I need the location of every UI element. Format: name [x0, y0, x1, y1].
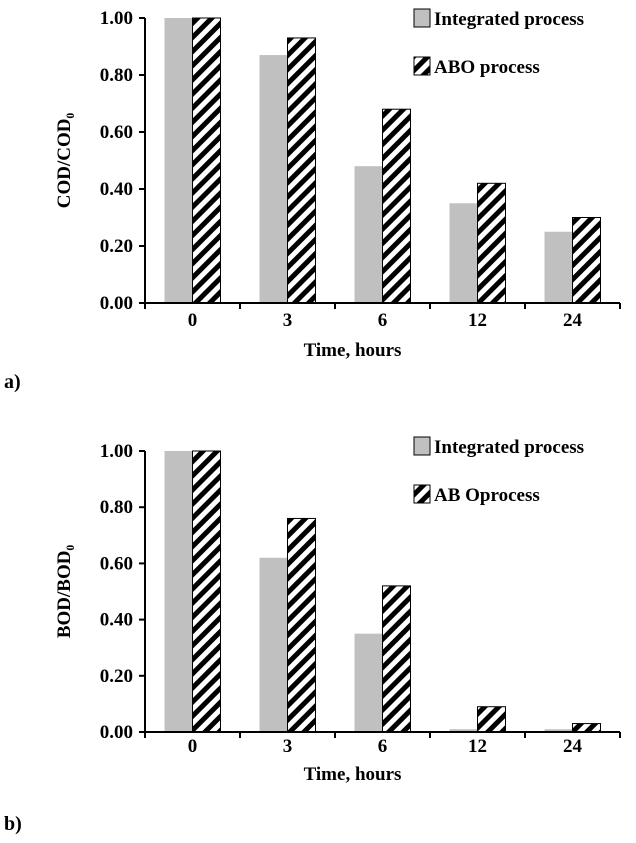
x-axis-title: Time, hours: [304, 764, 402, 785]
x-tick-label: 0: [188, 310, 198, 331]
legend-label-integrated: Integrated process: [434, 437, 584, 458]
x-tick-label: 3: [283, 736, 293, 757]
x-tick-label: 24: [563, 736, 583, 757]
bar-integrated-3: [259, 557, 288, 732]
bar-abo-6: [382, 585, 411, 733]
y-tick-label: 0.80: [100, 497, 133, 518]
bar-abo-0: [192, 17, 221, 304]
y-tick-label: 0.60: [100, 122, 133, 143]
bar-abo-12: [477, 182, 506, 304]
chart-panel-a: 0.00 0.20 0.40 0.60 0.80 1.00 0 3 6 12 24 Time, hou…: [4, 8, 621, 393]
y-tick-label: 0.40: [100, 610, 133, 631]
chart-panel-b: 0.00 0.20 0.40 0.60 0.80 1.00 0 3 6 12 24 Time, hou…: [4, 436, 621, 835]
bar-abo-3: [287, 517, 316, 733]
legend-swatch-abo: [413, 56, 431, 76]
x-tick-label: 6: [378, 310, 388, 331]
bar-integrated-6: [354, 166, 383, 303]
bar-integrated-24: [544, 231, 573, 303]
x-tick-label: 24: [563, 310, 583, 331]
y-tick-label: 0.20: [100, 236, 133, 257]
bar-integrated-0: [164, 18, 193, 303]
x-tick-label: 0: [188, 736, 198, 757]
y-tick-label: 0.60: [100, 553, 133, 574]
panel-label: b): [4, 813, 22, 835]
bar-integrated-0: [164, 451, 193, 732]
y-tick-label: 0.00: [100, 293, 133, 314]
bar-abo-0: [192, 450, 221, 733]
y-tick-label: 0.20: [100, 666, 133, 687]
legend-swatch-integrated: [413, 8, 431, 28]
y-axis-title: COD/COD₀: [54, 112, 75, 208]
bar-integrated-12: [449, 203, 478, 303]
legend-label-integrated: Integrated process: [434, 9, 584, 30]
y-tick-label: 0.00: [100, 722, 133, 743]
legend-label-abo: AB Oprocess: [434, 485, 540, 506]
bar-integrated-24: [544, 729, 573, 732]
x-tick-label: 3: [283, 310, 293, 331]
bar-abo-3: [287, 37, 316, 304]
x-tick-label: 12: [468, 736, 487, 757]
y-tick-label: 0.80: [100, 65, 133, 86]
legend-swatch-integrated: [413, 436, 431, 456]
y-tick-label: 1.00: [100, 441, 133, 462]
y-tick-label: 0.40: [100, 179, 133, 200]
x-tick-label: 6: [378, 736, 388, 757]
bar-abo-6: [382, 108, 411, 304]
bar-abo-12: [477, 706, 506, 733]
bar-integrated-6: [354, 633, 383, 732]
x-axis-title: Time, hours: [304, 340, 402, 361]
legend-swatch-abo: [413, 484, 431, 504]
y-tick-label: 1.00: [100, 8, 133, 29]
bar-integrated-3: [259, 55, 288, 303]
bar-abo-24: [572, 217, 601, 304]
x-tick-label: 12: [468, 310, 487, 331]
bar-abo-24: [572, 723, 601, 733]
bar-integrated-12: [449, 729, 478, 732]
legend-label-abo: ABO process: [434, 57, 540, 78]
panel-label: a): [4, 371, 21, 393]
y-axis-title: BOD/BOD₀: [54, 545, 75, 639]
